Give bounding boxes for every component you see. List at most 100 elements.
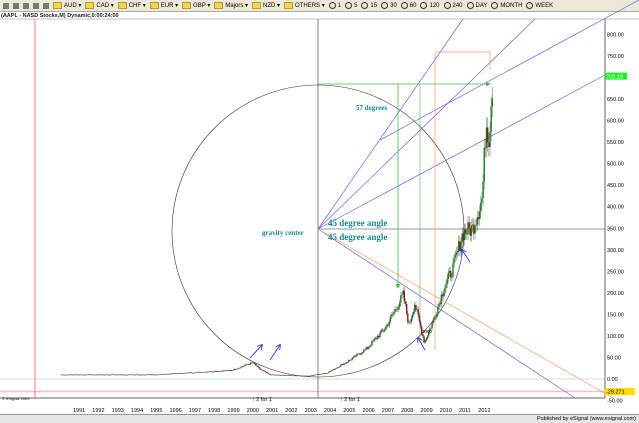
candle <box>232 370 234 371</box>
candle <box>334 368 336 370</box>
y-tick-label: 350.00 <box>607 226 624 232</box>
folder-majors-button[interactable]: Majors ▾ <box>214 2 248 9</box>
candle <box>294 375 297 377</box>
folder-icon <box>53 2 62 9</box>
candle <box>207 371 210 373</box>
candle <box>80 374 82 376</box>
candle <box>264 371 267 373</box>
candle <box>312 375 314 376</box>
candle <box>288 375 291 376</box>
candle <box>173 373 175 374</box>
candle <box>381 329 384 331</box>
blue-trend-line <box>317 18 536 230</box>
candle <box>95 374 97 376</box>
x-tick-label: 1999 <box>227 408 239 414</box>
candle <box>110 374 113 376</box>
candle <box>349 359 351 361</box>
candle <box>393 312 395 315</box>
candle <box>244 364 247 366</box>
candle <box>416 309 418 310</box>
candle <box>314 374 316 376</box>
candle <box>380 329 382 333</box>
candle <box>137 374 139 376</box>
interval-day-button[interactable]: DAY <box>466 2 487 9</box>
candle <box>191 372 194 374</box>
candle <box>301 375 304 377</box>
price-chart[interactable]: 800.00750.00650.00600.00550.00500.00450.… <box>0 0 639 414</box>
interval-month-button[interactable]: MONTH <box>491 2 522 9</box>
candle <box>491 98 494 107</box>
candle <box>188 372 190 374</box>
blue-arrow-icon <box>269 345 280 361</box>
clipboard-icon[interactable] <box>33 2 39 9</box>
candle <box>242 366 245 367</box>
plus-icon[interactable] <box>43 2 49 9</box>
candle <box>64 374 66 376</box>
candle <box>183 372 186 374</box>
candle <box>119 374 122 376</box>
candle <box>206 371 209 373</box>
folder-aud-button[interactable]: AUD ▾ <box>53 2 81 9</box>
candle <box>87 374 89 376</box>
candle <box>231 370 233 371</box>
candle <box>410 318 412 322</box>
candle <box>425 338 428 341</box>
candle <box>199 372 202 373</box>
candle <box>483 147 485 182</box>
candle <box>222 370 225 372</box>
candle <box>84 374 86 376</box>
candle <box>170 373 173 375</box>
clock-icon <box>328 2 336 9</box>
interval-1-button[interactable]: 1 <box>328 2 341 9</box>
folder-chf-button[interactable]: CHF ▾ <box>117 2 146 9</box>
interval-240-button[interactable]: 240 <box>443 2 463 9</box>
candle <box>111 374 114 376</box>
candle <box>275 374 277 376</box>
candle <box>477 217 480 220</box>
candle <box>282 374 284 376</box>
interval-30-button[interactable]: 30 <box>381 2 397 9</box>
folder-nzd-button[interactable]: NZD ▾ <box>252 2 280 9</box>
chart-title: (AAPL - NASD Stocks,M) Dynamic,0:00:24:0… <box>1 13 119 19</box>
folder-cad-button[interactable]: CAD ▾ <box>85 2 114 9</box>
folder-others-button[interactable]: OTHERS ▾ <box>284 2 325 9</box>
candle <box>228 370 231 371</box>
candle <box>284 375 286 376</box>
candle <box>320 373 322 375</box>
x-tick-label: 1994 <box>131 408 143 414</box>
candle <box>132 374 135 376</box>
candle <box>240 366 242 368</box>
candle <box>458 241 460 251</box>
clock-icon <box>491 2 499 9</box>
candle <box>338 366 341 368</box>
paste-icon[interactable] <box>23 2 29 9</box>
clock-icon <box>443 2 451 9</box>
candle <box>265 372 268 373</box>
candle <box>412 311 415 315</box>
candle <box>225 370 227 372</box>
candle <box>250 362 253 364</box>
candle <box>104 374 107 376</box>
blue-trend-line <box>317 74 606 230</box>
candle <box>423 336 425 343</box>
candle <box>348 360 350 363</box>
candle <box>462 233 465 241</box>
interval-60-button[interactable]: 60 <box>400 2 416 9</box>
interval-15-button[interactable]: 15 <box>361 2 377 9</box>
candle <box>283 375 285 376</box>
candle <box>432 319 434 323</box>
candle <box>317 374 320 375</box>
x-tick-label: 1993 <box>112 408 124 414</box>
folder-eur-button[interactable]: EUR ▾ <box>149 2 178 9</box>
split-marker: ↑ 2 for 1 <box>252 397 272 403</box>
print-icon[interactable] <box>3 2 9 9</box>
interval-120-button[interactable]: 120 <box>420 2 440 9</box>
candle <box>163 373 166 375</box>
clock-icon <box>361 2 369 9</box>
candle <box>118 374 121 376</box>
folder-gbp-button[interactable]: GBP ▾ <box>182 2 210 9</box>
y-tick-label: -50.00 <box>607 399 623 405</box>
interval-week-button[interactable]: WEEK <box>526 2 553 9</box>
copy-icon[interactable] <box>13 2 19 9</box>
interval-5-button[interactable]: 5 <box>345 2 357 9</box>
